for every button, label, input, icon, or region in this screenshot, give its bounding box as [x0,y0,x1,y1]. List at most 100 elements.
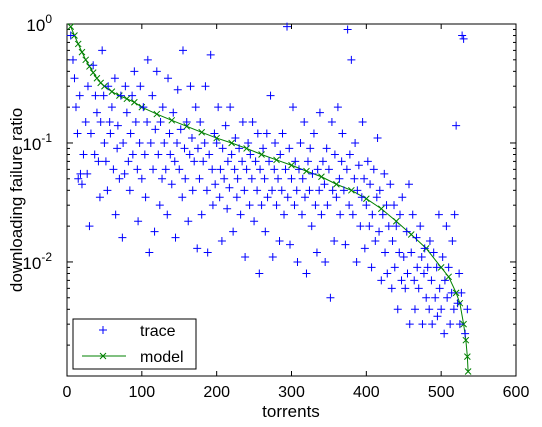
trace-point [90,150,99,159]
trace-point [99,91,108,100]
trace-point [150,227,159,236]
trace-point [191,103,200,112]
trace-point [163,210,172,219]
trace-point [440,276,449,285]
trace-point [235,144,244,153]
trace-point [164,74,173,83]
trace-point [309,129,318,138]
trace-point [251,157,260,166]
trace-point [422,293,431,302]
trace-point [218,144,227,153]
trace-point [347,55,356,64]
trace-point [156,118,165,127]
trace-point [223,157,232,166]
trace-point [328,186,337,195]
trace-point [221,121,230,130]
trace-point [375,186,384,195]
trace-point [101,157,110,166]
trace-point [253,129,262,138]
trace-point [100,138,109,147]
trace-point [118,233,127,242]
model-point [462,336,470,344]
trace-point [324,165,333,174]
trace-point [176,125,185,134]
trace-point [268,186,277,195]
trace-point [79,150,88,159]
trace-point [131,118,140,127]
trace-point [300,118,309,127]
trace-point [167,180,176,189]
trace-point [250,217,259,226]
model-point [123,95,131,103]
trace-point [285,144,294,153]
trace-point [448,236,457,245]
trace-point [321,257,330,266]
trace-point [202,186,211,195]
trace-point [229,227,238,236]
trace-point [105,118,114,127]
trace-point [432,263,441,272]
trace-point [260,174,269,183]
model-point [228,139,235,147]
trace-point [315,108,324,117]
trace-point [261,227,270,236]
trace-point [437,305,446,314]
trace-point [91,91,100,100]
trace-point [92,108,101,117]
trace-point [173,85,182,94]
model-point [258,151,265,158]
model-point [445,273,453,281]
trace-point [318,157,327,166]
trace-point [199,157,208,166]
model-point [198,128,206,136]
trace-point [444,263,453,272]
trace-point [287,174,296,183]
trace-point [272,201,281,210]
trace-point [433,312,442,321]
trace-point [232,193,241,202]
trace-point [205,150,214,159]
trace-point [238,118,247,127]
model-point [464,368,472,375]
trace-point [178,46,187,55]
trace-point [276,150,285,159]
y-tick-label: 10-2 [22,250,52,273]
trace-point [230,165,239,174]
trace-point [341,240,350,249]
model-point [377,205,385,213]
trace-point [70,74,79,83]
trace-point [308,169,317,178]
trace-point [196,118,205,127]
trace-point [116,91,125,100]
trace-point [463,305,472,314]
trace-point [286,240,295,249]
trace-point [296,138,305,147]
trace-point [337,157,346,166]
trace-point [408,210,417,219]
trace-point [206,50,215,59]
trace-point [190,157,199,166]
trace-point [345,201,354,210]
legend-marker-model [82,352,126,360]
trace-point [290,201,299,210]
trace-point [233,174,242,183]
trace-point [362,201,371,210]
trace-point [412,233,421,242]
trace-point [165,129,174,138]
trace-point [106,129,115,138]
legend-label-model: model [140,349,184,366]
trace-point [119,138,128,147]
trace-point [208,201,217,210]
trace-point [120,169,129,178]
trace-point [188,186,197,195]
trace-point [186,82,195,91]
trace-point [357,193,366,202]
trace-point [390,263,399,272]
trace-point [297,210,306,219]
trace-point [398,193,407,202]
trace-point [125,186,134,195]
trace-point [305,186,314,195]
trace-point [155,201,164,210]
trace-point [111,210,120,219]
x-tick-label: 300 [278,384,305,401]
